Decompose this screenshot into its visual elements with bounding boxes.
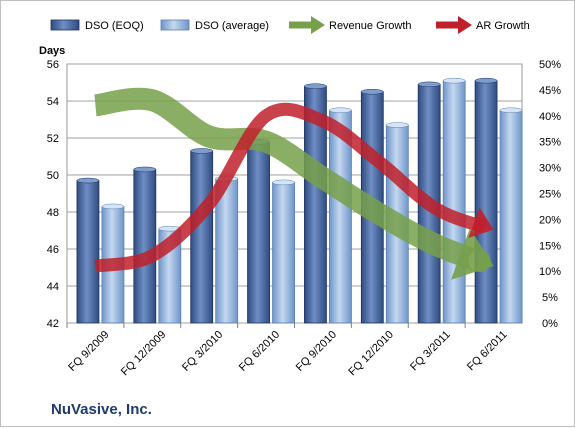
legend-swatch bbox=[160, 19, 190, 31]
legend-arrow-head bbox=[311, 16, 325, 34]
y2-tick-label: 10% bbox=[539, 266, 561, 278]
y-tick-label: 54 bbox=[47, 96, 59, 108]
y-tick-label: 42 bbox=[47, 318, 59, 330]
bar-cap bbox=[272, 179, 295, 186]
x-tick-label: FQ 9/2010 bbox=[294, 329, 339, 374]
bar bbox=[499, 109, 523, 324]
y2-tick-label: 20% bbox=[539, 214, 561, 226]
x-axis-ticks: FQ 9/2009 FQ 12/2009 FQ 3/2010 FQ 6/2010 FQ … bbox=[66, 323, 510, 379]
growth-line bbox=[93, 87, 491, 272]
bar-cap bbox=[499, 107, 523, 113]
legend-label: DSO (average) bbox=[195, 20, 269, 32]
arrow-head bbox=[468, 207, 494, 238]
legend-swatch bbox=[50, 19, 80, 31]
bar-cap bbox=[361, 89, 384, 95]
bar bbox=[442, 80, 466, 324]
bar bbox=[76, 180, 100, 324]
bar bbox=[272, 181, 295, 324]
company-name: NuVasive, Inc. bbox=[51, 401, 152, 418]
legend: DSO (EOQ) DSO (average) Revenue Growth AR G… bbox=[50, 16, 530, 34]
bar-cap bbox=[474, 77, 498, 84]
y-axis-label: Days bbox=[39, 45, 65, 57]
bar-cap bbox=[442, 77, 466, 84]
y2-tick-label: 5% bbox=[542, 292, 558, 304]
y2-tick-label: 35% bbox=[539, 137, 561, 149]
y2-tick-label: 0% bbox=[542, 318, 558, 330]
y-tick-label: 56 bbox=[47, 59, 59, 71]
y2-axis-ticks: 0% 5% 10% 15% 20% 25% 30% 35% 40% 45% 50% bbox=[539, 59, 561, 330]
y-tick-label: 52 bbox=[47, 133, 59, 145]
bar-cap bbox=[190, 148, 213, 154]
y2-tick-label: 25% bbox=[539, 189, 561, 201]
legend-label: AR Growth bbox=[476, 20, 530, 32]
bar-cap bbox=[76, 177, 100, 184]
x-tick-label: FQ 12/2010 bbox=[346, 329, 396, 379]
arrow-head bbox=[451, 228, 494, 280]
bar bbox=[474, 80, 498, 324]
legend-label: DSO (EOQ) bbox=[85, 20, 144, 32]
x-tick-label: FQ 12/2009 bbox=[119, 329, 169, 379]
bar-cap bbox=[417, 81, 441, 88]
growth-arrows bbox=[93, 87, 494, 280]
y2-tick-label: 30% bbox=[539, 163, 561, 175]
x-tick-label: FQ 6/2010 bbox=[237, 329, 282, 374]
y2-tick-label: 40% bbox=[539, 111, 561, 123]
y-tick-label: 44 bbox=[47, 281, 59, 293]
bar-cap bbox=[386, 122, 409, 128]
bar-cap bbox=[329, 107, 352, 113]
bar-cap bbox=[304, 83, 327, 89]
y2-tick-label: 50% bbox=[539, 59, 561, 71]
bar bbox=[133, 169, 157, 324]
y-axis-ticks: 42 44 46 48 50 52 54 56 bbox=[47, 59, 59, 330]
x-tick-label: FQ 6/2011 bbox=[465, 329, 510, 374]
legend-arrow-head bbox=[458, 16, 472, 34]
x-tick-label: FQ 3/2010 bbox=[180, 329, 225, 374]
growth-line bbox=[94, 102, 488, 273]
legend-label: Revenue Growth bbox=[329, 20, 412, 32]
x-tick-label: FQ 3/2011 bbox=[408, 329, 453, 374]
y-tick-label: 50 bbox=[47, 170, 59, 182]
y-tick-label: 46 bbox=[47, 244, 59, 256]
y2-tick-label: 15% bbox=[539, 240, 561, 252]
bar-cap bbox=[133, 166, 157, 173]
y2-tick-label: 45% bbox=[539, 85, 561, 97]
y-tick-label: 48 bbox=[47, 207, 59, 219]
bar bbox=[190, 150, 214, 324]
x-tick-label: FQ 9/2009 bbox=[66, 329, 111, 374]
bar-cap bbox=[101, 203, 125, 210]
bar bbox=[247, 141, 270, 324]
